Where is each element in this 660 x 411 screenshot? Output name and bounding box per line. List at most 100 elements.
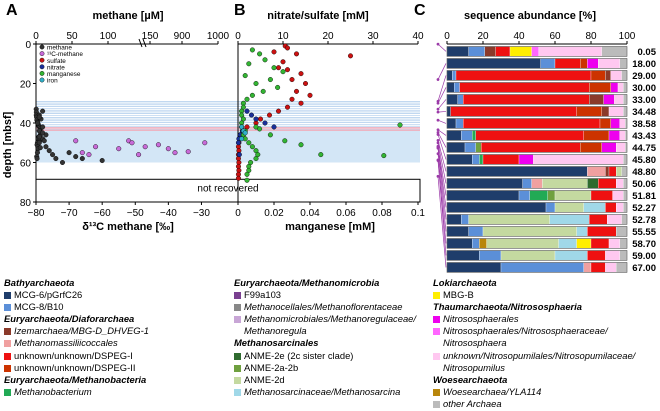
legend: Bathyarchaeota MCG-6/pGrfC26 MCG-8/B10 Eury… <box>0 275 660 411</box>
abundance-segment <box>468 226 484 237</box>
panel-c-top-axis-label: sequence abundance [%] <box>464 10 596 22</box>
sulfate-point <box>285 45 291 51</box>
abundance-segment <box>531 46 539 57</box>
marker-legend-label: iron <box>47 78 58 85</box>
manganese-point <box>271 65 277 71</box>
legend-item-label: unknown/Nitrosopumilales/Nitrosopumilace… <box>443 349 636 361</box>
abundance-bar-outline <box>446 262 628 273</box>
methane-d13c-point <box>35 120 41 126</box>
manganese-point <box>257 126 263 132</box>
methane-point <box>34 156 40 162</box>
legend-group-heading: Euryarchaeota/Methanomicrobia <box>234 277 380 288</box>
methane-d13c-point <box>41 138 47 144</box>
abundance-segment <box>583 202 606 213</box>
legend-item: Methanomassiliicoccales <box>4 337 149 349</box>
sample-depth-label: 33.00 <box>632 95 656 106</box>
abundance-segment <box>610 118 620 129</box>
legend-item: other Archaea <box>433 398 635 410</box>
abundance-bar-outline <box>446 58 628 69</box>
legend-swatch <box>433 400 440 408</box>
depth-connector-line <box>437 63 447 80</box>
legend-item: Methanocellales/Methanoflorentaceae <box>234 301 416 313</box>
sulfate-point <box>258 116 264 122</box>
legend-group-heading: Methanosarcinales <box>234 337 319 349</box>
manganese-point <box>267 132 273 138</box>
abundance-segment <box>446 166 588 177</box>
manganese-point <box>282 138 288 144</box>
panel-b-top-tick-label: 30 <box>367 31 379 42</box>
abundance-segment <box>616 178 624 189</box>
abundance-segment <box>580 58 588 69</box>
abundance-segment <box>590 262 606 273</box>
abundance-segment <box>459 82 590 93</box>
nitrate-point <box>248 112 254 118</box>
sample-depth-label: 48.80 <box>632 167 656 178</box>
marker-legend-swatch <box>39 57 45 63</box>
methane-d13c-point <box>99 158 105 164</box>
legend-swatch <box>4 292 11 300</box>
sulfate-point <box>280 59 286 65</box>
legend-item-label: unknown/unknown/DSPEG-II <box>14 361 136 373</box>
depth-connector-line <box>437 142 447 184</box>
manganese-point <box>246 140 252 146</box>
abundance-segment <box>583 262 592 273</box>
panel-c-top-tick-label: 20 <box>477 31 489 42</box>
sample-depth-label: 44.75 <box>632 143 656 154</box>
abundance-segment <box>608 106 624 117</box>
legend-item-label: Nitrososphaera <box>443 337 507 349</box>
c13-methane-point <box>73 138 79 144</box>
depth-connector-line <box>437 146 447 196</box>
abundance-bar-outline <box>446 82 628 93</box>
abundance-segment <box>475 130 584 141</box>
abundance-segment <box>554 58 581 69</box>
c13-methane-point <box>155 142 161 148</box>
sample-depth-label: 50.06 <box>632 179 656 190</box>
panel-a-bottom-tick-label: −50 <box>127 208 144 219</box>
manganese-point <box>318 152 324 158</box>
abundance-segment <box>605 202 617 213</box>
panel-b-top-axis-label: nitrate/sulfate [mM] <box>267 10 369 22</box>
abundance-segment <box>547 190 556 201</box>
abundance-bar-outline <box>446 46 628 57</box>
abundance-segment <box>587 166 606 177</box>
legend-item-label: Nitrososphaerales/Nitrososphaeraceae/ <box>443 325 608 337</box>
abundance-segment <box>623 82 628 93</box>
panel-b-top-tick-label: 40 <box>412 31 424 42</box>
abundance-segment <box>450 106 577 117</box>
abundance-segment <box>446 178 523 189</box>
abundance-segment <box>446 106 451 117</box>
abundance-segment <box>608 130 620 141</box>
y-axis-label: depth [mbsf] <box>2 111 14 178</box>
abundance-bar-outline <box>446 190 628 201</box>
legend-group-heading: Lokiarchaeota <box>433 277 497 288</box>
abundance-segment <box>482 154 520 165</box>
abundance-segment <box>610 82 619 93</box>
abundance-segment <box>610 70 622 81</box>
legend-item-label: MCG-6/pGrfC26 <box>14 289 83 301</box>
legend-swatch <box>4 388 11 396</box>
legend-item-label: Izemarchaea/MBG-D_DHVEG-1 <box>14 325 149 337</box>
iron-point <box>242 130 248 136</box>
abundance-segment <box>495 46 511 57</box>
legend-swatch <box>433 388 440 396</box>
legend-group-heading: Bathyarchaeota <box>4 277 75 288</box>
sulfate-point <box>285 104 291 110</box>
abundance-segment <box>538 46 602 57</box>
abundance-segment <box>446 190 520 201</box>
abundance-segment <box>455 70 592 81</box>
panel-a-bottom-tick-label: −60 <box>94 208 111 219</box>
sample-depth-label: 59.00 <box>632 251 656 262</box>
abundance-segment <box>486 238 559 249</box>
figure: A B C methane [µM] nitrate/sulfate [mM] … <box>2 2 657 274</box>
manganese-point <box>275 84 281 90</box>
abundance-segment <box>625 118 628 129</box>
panel-a-letter: A <box>6 2 18 19</box>
legend-item: ANME-2d <box>234 374 416 386</box>
legend-swatch <box>234 388 241 396</box>
abundance-segment <box>576 226 588 237</box>
abundance-segment <box>625 130 628 141</box>
legend-swatch <box>433 292 440 300</box>
abundance-segment <box>446 70 453 81</box>
abundance-segment <box>481 142 581 153</box>
legend-item-label: Methanomassiliicoccales <box>14 337 118 349</box>
